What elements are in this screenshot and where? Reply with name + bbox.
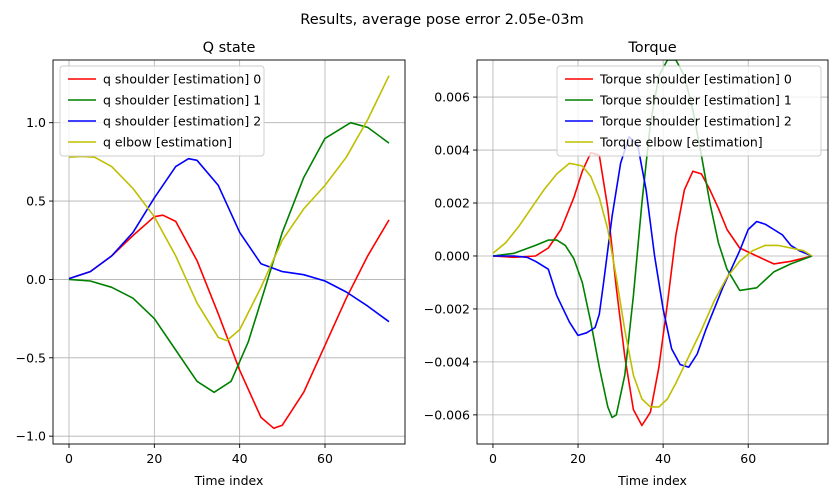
- x-tick-label: 60: [740, 451, 756, 466]
- legend-entry: q shoulder [estimation] 0: [103, 72, 261, 87]
- legend-entry: Torque shoulder [estimation] 0: [599, 72, 792, 87]
- series-line-2: [493, 136, 813, 369]
- x-axis-label: Time index: [194, 473, 264, 488]
- plot-frame: [52, 59, 406, 445]
- y-tick-label: 0.004: [434, 143, 470, 158]
- series-group: [492, 60, 813, 427]
- x-tick-label: 40: [232, 451, 248, 466]
- x-tick-label: 0: [489, 451, 497, 466]
- series-line-2: [68, 157, 390, 323]
- legend: Torque shoulder [estimation] 0 Torque sho…: [556, 65, 822, 157]
- series-line-3: [492, 162, 813, 408]
- legend-box: [556, 65, 822, 157]
- y-tick-label: 0.0: [26, 272, 46, 287]
- y-tick-label: −0.004: [424, 354, 470, 369]
- legend-entry: q shoulder [estimation] 1: [103, 93, 261, 108]
- x-tick-label: 40: [655, 451, 671, 466]
- series-line-0: [492, 151, 813, 427]
- y-tick-label: 0.006: [434, 90, 470, 105]
- y-tick-label: −0.5: [16, 350, 46, 365]
- plot-frame: [476, 59, 829, 445]
- y-tick-label: −0.002: [424, 301, 470, 316]
- series-line-0: [68, 214, 390, 430]
- x-tick-label: 0: [65, 451, 73, 466]
- x-axis-label: Time index: [617, 473, 687, 488]
- y-tick-label: 0.002: [434, 196, 470, 211]
- legend-entry: q shoulder [estimation] 2: [103, 114, 261, 129]
- x-tick-label: 60: [317, 451, 333, 466]
- figure-suptitle: Results, average pose error 2.05e-03m: [300, 12, 583, 28]
- y-tick-label: 0.000: [434, 248, 470, 263]
- legend-entry: Torque elbow [estimation]: [599, 135, 763, 150]
- series-line-1: [68, 121, 390, 394]
- y-tick-label: 0.5: [26, 194, 46, 209]
- series-line-3: [68, 75, 390, 342]
- legend-entry: q elbow [estimation]: [103, 135, 232, 150]
- panel-title: Torque: [627, 40, 676, 56]
- legend-entry: Torque shoulder [estimation] 2: [599, 114, 792, 129]
- series-group: [68, 75, 390, 430]
- panel-title: Q state: [203, 40, 256, 56]
- y-tick-label: 1.0: [26, 115, 46, 130]
- x-tick-label: 20: [570, 451, 586, 466]
- q-state-panel: Q state 0 20 40 60 −1.0 −0.5 0.0 0.5 1.0 Time inde…: [16, 40, 406, 488]
- legend-entry: Torque shoulder [estimation] 1: [599, 93, 792, 108]
- series-line-1: [492, 60, 813, 419]
- x-tick-label: 20: [146, 451, 162, 466]
- y-tick-label: −1.0: [16, 429, 46, 444]
- legend: q shoulder [estimation] 0 q shoulder [est…: [59, 65, 265, 157]
- torque-panel: Torque 0 20 40 60 −0.006 −0.004 −0.002 0.000 0.00…: [424, 40, 829, 488]
- y-tick-label: −0.006: [424, 407, 470, 422]
- legend-box: [59, 65, 265, 157]
